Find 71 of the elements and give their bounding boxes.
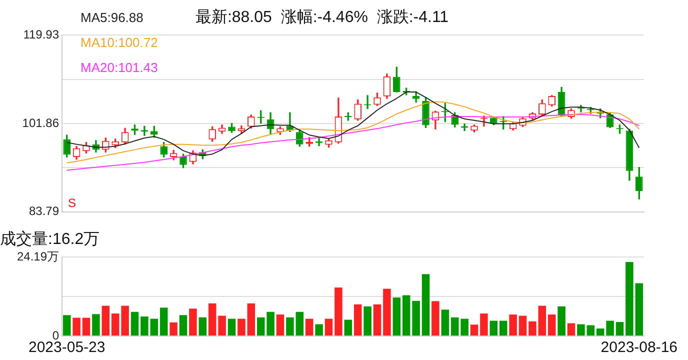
bar xyxy=(470,324,478,336)
bar xyxy=(460,318,468,336)
bar xyxy=(208,303,216,336)
bar xyxy=(480,314,488,336)
bar xyxy=(228,318,236,336)
bar xyxy=(586,325,595,336)
y-tick-label: 101.86 xyxy=(22,116,60,130)
bar xyxy=(548,314,556,336)
bar xyxy=(266,312,274,336)
bar xyxy=(189,308,197,336)
bar xyxy=(296,312,304,336)
bar xyxy=(538,306,546,336)
bar xyxy=(490,320,498,336)
bar xyxy=(334,287,342,336)
bar xyxy=(62,315,71,336)
bar xyxy=(256,317,265,336)
chart-title: 成交量:16.2万 xyxy=(0,230,100,248)
bar xyxy=(72,318,80,336)
bar xyxy=(102,306,110,336)
bar xyxy=(276,314,284,336)
bar xyxy=(499,320,508,336)
bar xyxy=(305,318,314,336)
bar xyxy=(392,298,401,336)
bar xyxy=(130,312,139,336)
bar xyxy=(422,274,430,336)
bar xyxy=(170,322,178,336)
bar xyxy=(354,304,362,336)
bar xyxy=(383,288,391,336)
bar xyxy=(518,316,527,336)
bar xyxy=(373,304,382,336)
bar xyxy=(286,317,294,336)
text: MA10:100.72 xyxy=(80,35,158,50)
bar xyxy=(441,310,450,336)
bar xyxy=(577,324,585,336)
bar xyxy=(558,306,566,336)
bar xyxy=(150,318,158,336)
bar xyxy=(82,318,90,336)
bar xyxy=(402,295,410,336)
bar xyxy=(432,301,440,336)
bar xyxy=(596,328,604,336)
text: MA20:101.43 xyxy=(80,60,158,76)
bar xyxy=(198,317,207,336)
bar xyxy=(111,314,120,336)
bar xyxy=(364,306,372,336)
bar xyxy=(121,306,129,336)
bar xyxy=(528,321,536,336)
bar xyxy=(567,323,576,336)
bar xyxy=(218,316,226,336)
bar xyxy=(179,315,188,336)
bar xyxy=(626,262,634,336)
bar xyxy=(160,308,168,336)
bar xyxy=(140,316,148,336)
bar xyxy=(509,314,517,336)
bar xyxy=(92,314,100,336)
bar xyxy=(324,318,333,336)
bar xyxy=(450,317,459,336)
chart-title: 最新:88.05 涨幅:-4.46% 涨跌:-4.11 xyxy=(195,8,449,26)
bar xyxy=(315,324,323,336)
y-tick-label: 83.79 xyxy=(28,204,60,218)
bar xyxy=(247,303,256,336)
bar xyxy=(635,283,644,336)
bar xyxy=(606,320,614,336)
bar xyxy=(616,322,624,336)
x-tick-label: 2023-08-16 xyxy=(600,339,678,356)
bar xyxy=(412,300,420,336)
annotation: S xyxy=(68,196,76,210)
y-tick-label: 24.19万 xyxy=(16,250,59,264)
bar xyxy=(238,318,246,336)
text: MA5:96.88 xyxy=(80,10,144,26)
bar xyxy=(344,320,352,336)
y-tick-label: 119.93 xyxy=(23,28,60,42)
